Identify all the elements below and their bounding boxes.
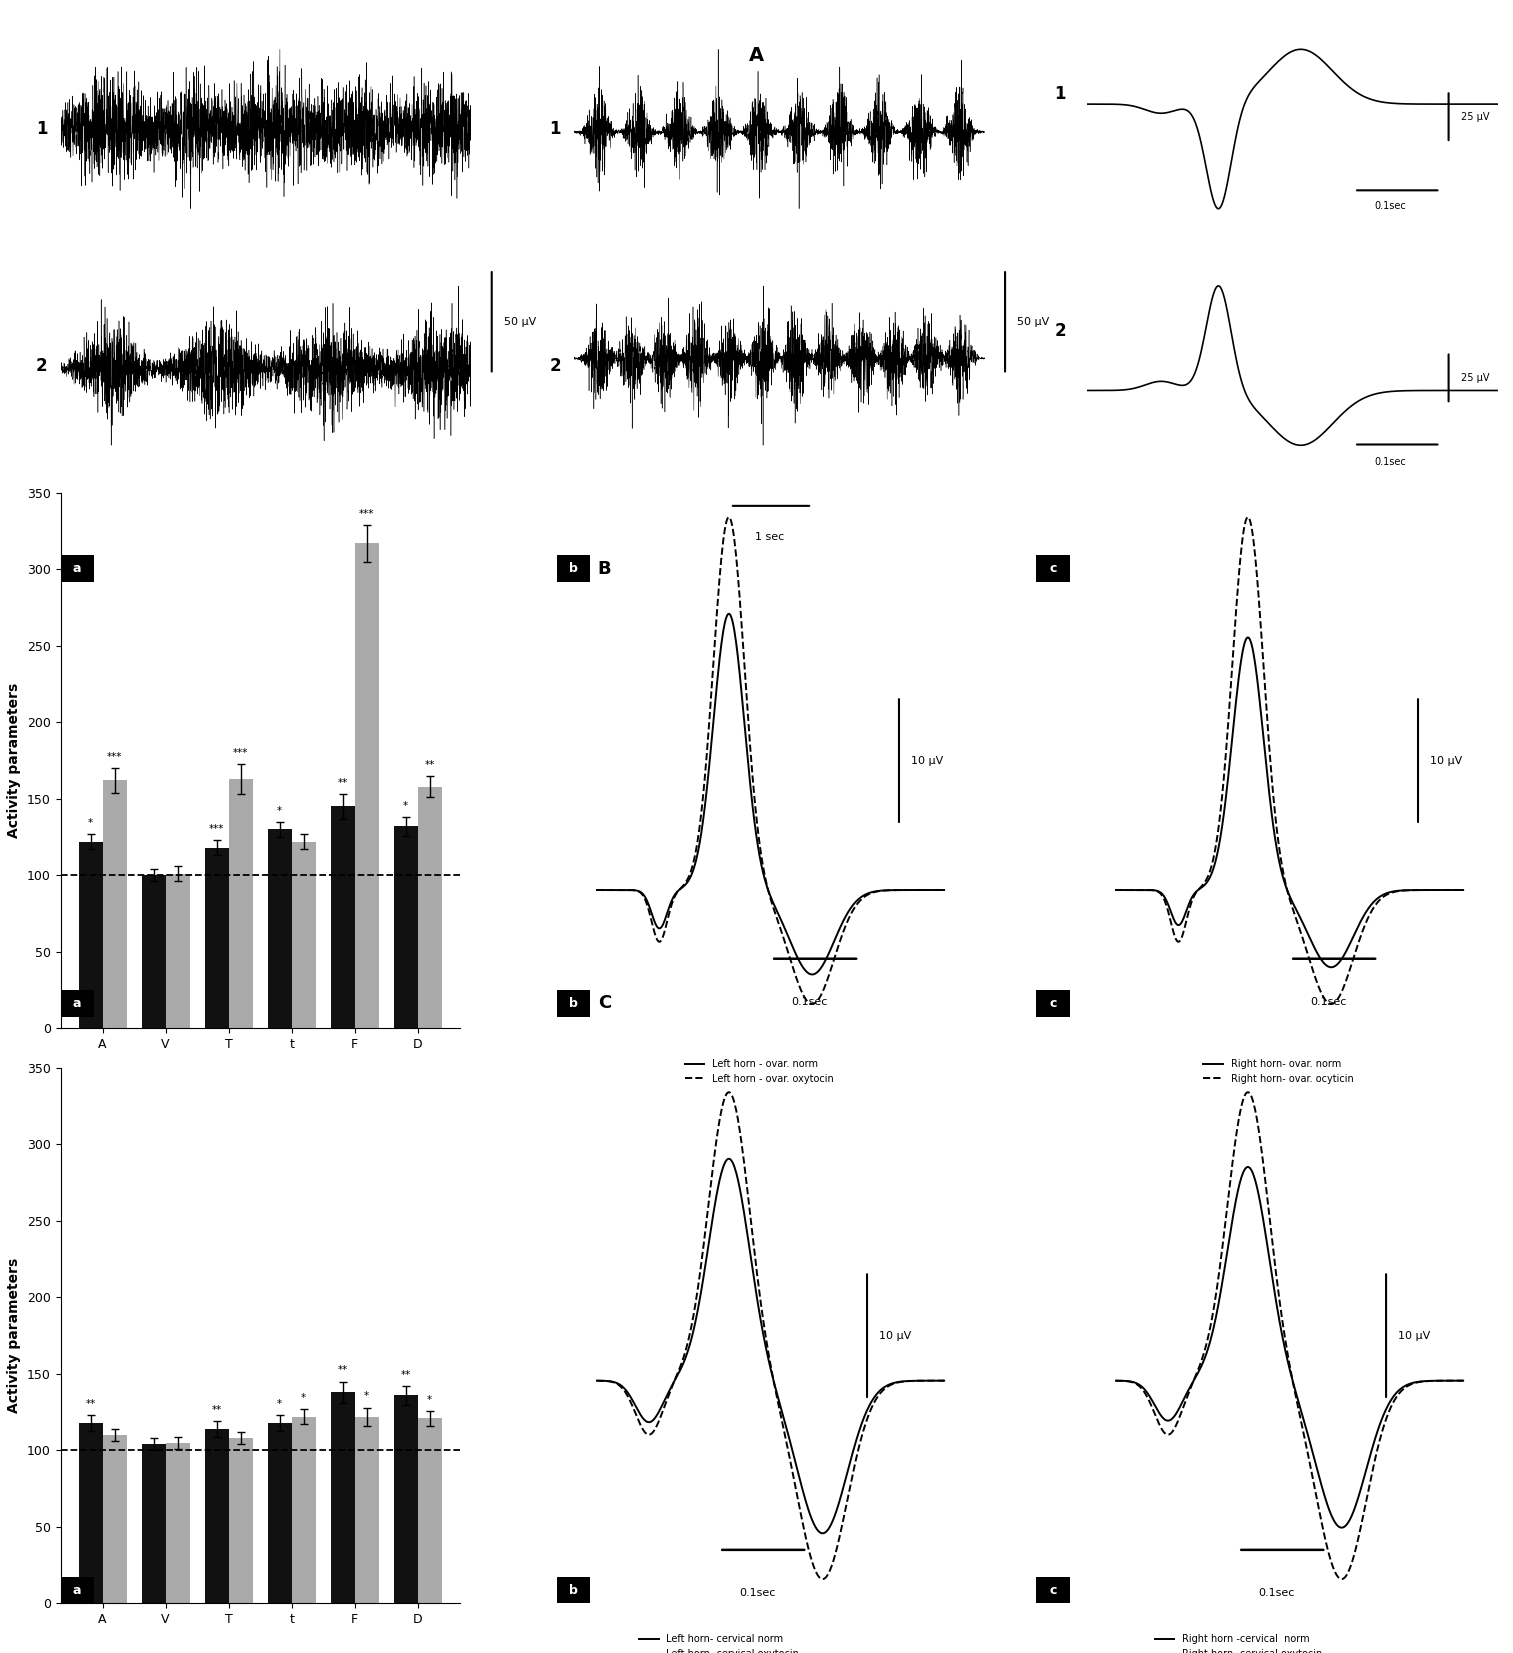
Text: **: ** (212, 1405, 222, 1415)
Text: 1 sec: 1 sec (755, 532, 784, 542)
Bar (142, 1445, 165, 1603)
Bar (268, 1423, 292, 1603)
Text: **: ** (337, 779, 348, 788)
Bar (142, 876, 165, 1028)
Text: **: ** (425, 760, 434, 770)
Bar (354, 1417, 378, 1603)
Text: c: c (1050, 562, 1056, 575)
Text: **: ** (337, 1365, 348, 1375)
Text: 2: 2 (36, 357, 47, 375)
Text: 0.1sec: 0.1sec (1259, 1587, 1295, 1598)
Y-axis label: Activity parameters: Activity parameters (8, 1258, 21, 1413)
Text: 0.1sec: 0.1sec (1375, 202, 1407, 212)
Bar (354, 544, 378, 1028)
Text: **: ** (401, 1370, 412, 1380)
Text: ***: *** (209, 823, 224, 835)
Bar (103, 780, 127, 1028)
Legend: Right horn- ovar. norm, Right horn- ovar. ocyticin: Right horn- ovar. norm, Right horn- ovar… (1200, 1055, 1357, 1088)
Text: 25 µV: 25 µV (1462, 374, 1489, 383)
Bar (103, 1435, 127, 1603)
Bar (204, 848, 228, 1028)
Legend: Left horn - ovar. oxytocin, Right horn- ovar. ocytocin: Left horn - ovar. oxytocin, Right horn- … (65, 1109, 227, 1141)
Text: A: A (749, 46, 764, 64)
Text: 2: 2 (1055, 322, 1067, 339)
Text: ***: *** (107, 752, 123, 762)
Text: b: b (569, 997, 578, 1010)
Text: b: b (569, 562, 578, 575)
Text: 0.1sec: 0.1sec (791, 997, 828, 1007)
Legend: Right horn -cervical  norm, Right horn -cervical oxytocin: Right horn -cervical norm, Right horn -c… (1151, 1630, 1325, 1653)
Bar (331, 1392, 354, 1603)
Bar (165, 1443, 189, 1603)
Text: 50 µV: 50 µV (1017, 317, 1050, 327)
Bar (418, 1418, 442, 1603)
Text: 0.1sec: 0.1sec (1375, 456, 1407, 468)
Text: a: a (73, 1584, 82, 1597)
Text: *: * (301, 1393, 306, 1403)
Text: 1: 1 (1055, 84, 1065, 102)
Text: 1: 1 (549, 121, 561, 137)
Text: 10 µV: 10 µV (879, 1331, 911, 1341)
Bar (204, 1428, 228, 1603)
Text: C: C (598, 995, 611, 1012)
Text: B: B (598, 560, 611, 577)
Text: 10 µV: 10 µV (1430, 755, 1462, 765)
Bar (268, 830, 292, 1028)
Text: *: * (402, 802, 409, 812)
Bar (292, 841, 316, 1028)
Legend: Left horn- cervical norm, Left horn- cervical oxytocin: Left horn- cervical norm, Left horn- cer… (635, 1630, 803, 1653)
Text: 1: 1 (36, 121, 47, 137)
Bar (393, 826, 418, 1028)
Text: *: * (277, 805, 283, 815)
Bar (228, 1438, 253, 1603)
Text: c: c (1050, 997, 1056, 1010)
Text: 0.1sec: 0.1sec (740, 1587, 776, 1598)
Bar (79, 1423, 103, 1603)
Text: 15 sec: 15 sec (245, 532, 281, 542)
Text: a: a (73, 997, 82, 1010)
Text: 2: 2 (549, 357, 561, 375)
Text: *: * (88, 818, 94, 828)
Bar (79, 841, 103, 1028)
Text: c: c (1050, 1584, 1056, 1597)
Y-axis label: Activity parameters: Activity parameters (8, 683, 21, 838)
Bar (393, 1395, 418, 1603)
Text: 10 µV: 10 µV (911, 755, 943, 765)
Legend: Left horn - ovar. norm, Left horn - ovar. oxytocin: Left horn - ovar. norm, Left horn - ovar… (681, 1055, 838, 1088)
Text: 0.1sec: 0.1sec (1310, 997, 1347, 1007)
Text: *: * (427, 1395, 433, 1405)
Bar (228, 779, 253, 1028)
Text: a: a (73, 562, 82, 575)
Bar (165, 874, 189, 1028)
Text: *: * (277, 1398, 283, 1408)
Text: *: * (365, 1392, 369, 1402)
Text: 25 µV: 25 µV (1462, 112, 1489, 122)
Bar (418, 787, 442, 1028)
Bar (292, 1417, 316, 1603)
Text: **: ** (86, 1398, 95, 1408)
Bar (331, 807, 354, 1028)
Text: ***: *** (233, 747, 248, 757)
Text: 10 µV: 10 µV (1398, 1331, 1430, 1341)
Text: 50 µV: 50 µV (504, 317, 536, 327)
Text: ***: *** (359, 509, 374, 519)
Text: b: b (569, 1584, 578, 1597)
